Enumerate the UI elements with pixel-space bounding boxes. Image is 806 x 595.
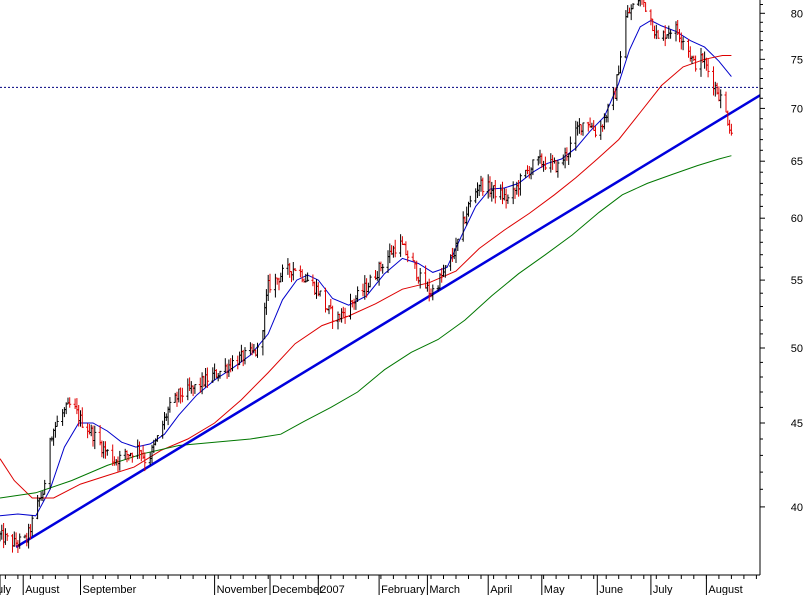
price-bar xyxy=(581,122,585,136)
price-bar xyxy=(556,160,560,178)
price-bar xyxy=(543,156,547,170)
price-bar xyxy=(518,173,522,196)
price-bar xyxy=(180,387,184,403)
price-bar xyxy=(606,103,610,123)
price-bar xyxy=(68,397,72,408)
price-bar xyxy=(631,3,635,10)
x-tick-label: April xyxy=(490,584,512,595)
price-bar xyxy=(406,250,410,263)
price-bar xyxy=(594,126,597,138)
price-bar xyxy=(268,273,272,293)
price-bar xyxy=(231,355,234,372)
y-tick-label: 50 xyxy=(791,343,803,355)
price-bar xyxy=(681,36,685,51)
price-bar xyxy=(243,347,247,365)
price-bar xyxy=(30,515,34,537)
x-tick-label: February xyxy=(381,584,426,595)
x-tick-label: June xyxy=(599,584,623,595)
price-bar xyxy=(381,263,385,274)
x-tick-label: March xyxy=(429,584,460,595)
trendline-layer xyxy=(0,86,761,549)
price-bar xyxy=(155,435,159,442)
price-bar xyxy=(368,274,372,288)
moving-average-layer xyxy=(0,19,732,517)
ma-short-line xyxy=(0,19,732,517)
price-bar xyxy=(468,195,472,208)
x-tick-label: November xyxy=(217,584,268,595)
price-bar xyxy=(719,89,723,109)
ma-long-line xyxy=(0,155,732,499)
price-bar xyxy=(343,307,347,324)
price-bar xyxy=(318,290,322,297)
price-bar xyxy=(256,342,259,358)
price-bars-layer xyxy=(0,0,733,553)
x-tick-label: May xyxy=(544,584,565,595)
price-bar xyxy=(105,449,109,456)
price-bar xyxy=(431,284,435,301)
x-tick-label: August xyxy=(25,584,59,595)
price-bar xyxy=(729,123,733,136)
y-tick-label: 65 xyxy=(791,156,803,168)
price-bar xyxy=(281,264,284,282)
price-bar xyxy=(706,58,710,78)
x-tick-label: December xyxy=(272,584,323,595)
x-tick-label: September xyxy=(83,584,137,595)
price-bar xyxy=(55,415,59,427)
x-tick-label: 2007 xyxy=(320,584,344,595)
y-tick-label: 45 xyxy=(791,418,803,430)
price-bar xyxy=(493,180,497,204)
price-bar xyxy=(143,452,147,472)
price-bar xyxy=(331,305,335,329)
price-bar xyxy=(218,370,222,379)
price-bar xyxy=(644,2,648,12)
price-bar xyxy=(531,159,535,176)
x-tick-label: August xyxy=(708,584,742,595)
price-bar xyxy=(356,286,360,302)
x-tick-label: uly xyxy=(0,584,12,595)
y-tick-label: 70 xyxy=(791,103,803,115)
price-bar xyxy=(456,238,460,251)
price-bar xyxy=(481,177,485,196)
price-bar xyxy=(694,55,698,72)
price-bar xyxy=(18,533,22,549)
price-bar xyxy=(293,268,297,272)
y-tick-label: 75 xyxy=(791,54,803,66)
price-bar xyxy=(393,239,397,258)
ma-medium-line xyxy=(0,55,732,499)
price-bar xyxy=(130,452,134,463)
price-bar xyxy=(118,450,122,471)
price-bar xyxy=(619,51,622,74)
price-bar xyxy=(506,194,510,204)
price-bar xyxy=(93,425,97,450)
x-tick-label: July xyxy=(653,584,673,595)
price-bar xyxy=(168,397,172,413)
price-bar xyxy=(418,268,422,289)
price-bar xyxy=(205,367,209,388)
price-bar xyxy=(641,0,643,5)
y-tick-label: 60 xyxy=(791,213,803,225)
price-bar xyxy=(443,265,447,278)
y-tick-label: 40 xyxy=(791,502,803,514)
price-bar xyxy=(80,407,84,428)
price-bar xyxy=(656,29,660,39)
y-tick-label: 80 xyxy=(791,8,803,20)
trendline xyxy=(15,94,761,549)
y-tick-label: 55 xyxy=(791,275,803,287)
price-bar xyxy=(306,272,310,282)
price-bar xyxy=(43,479,47,495)
price-bar xyxy=(193,384,197,394)
price-bar xyxy=(669,29,673,39)
price-bar xyxy=(638,0,641,7)
price-bar xyxy=(568,136,572,158)
price-bar xyxy=(5,532,9,541)
